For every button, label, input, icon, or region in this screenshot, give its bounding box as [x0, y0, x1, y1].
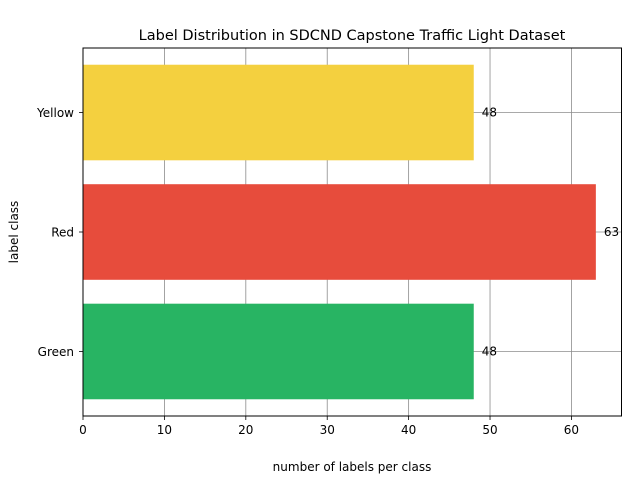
y-tick-label: Red: [51, 226, 74, 240]
x-tick-label: 40: [401, 423, 416, 437]
y-axis: Green Red Yellow: [36, 106, 83, 359]
bars: [83, 64, 596, 400]
bar-yellow: [83, 64, 474, 161]
bar-green: [83, 303, 474, 400]
y-tick-label: Green: [38, 345, 74, 359]
x-tick-label: 50: [482, 423, 497, 437]
chart-title: Label Distribution in SDCND Capstone Tra…: [139, 28, 566, 44]
x-tick-label: 0: [79, 423, 87, 437]
data-label: 63: [604, 225, 619, 239]
x-axis: 0 10 20 30 40 50 60: [79, 416, 579, 437]
y-tick-label: Yellow: [36, 106, 74, 120]
y-axis-label: label class: [7, 201, 21, 264]
bar-red: [83, 184, 596, 280]
data-labels: 48 63 48: [482, 106, 619, 359]
data-label: 48: [482, 106, 497, 120]
x-tick-label: 10: [157, 423, 172, 437]
x-tick-label: 20: [238, 423, 253, 437]
x-tick-label: 30: [320, 423, 335, 437]
data-label: 48: [482, 344, 497, 358]
x-axis-label: number of labels per class: [273, 460, 432, 474]
x-tick-label: 60: [564, 423, 579, 437]
